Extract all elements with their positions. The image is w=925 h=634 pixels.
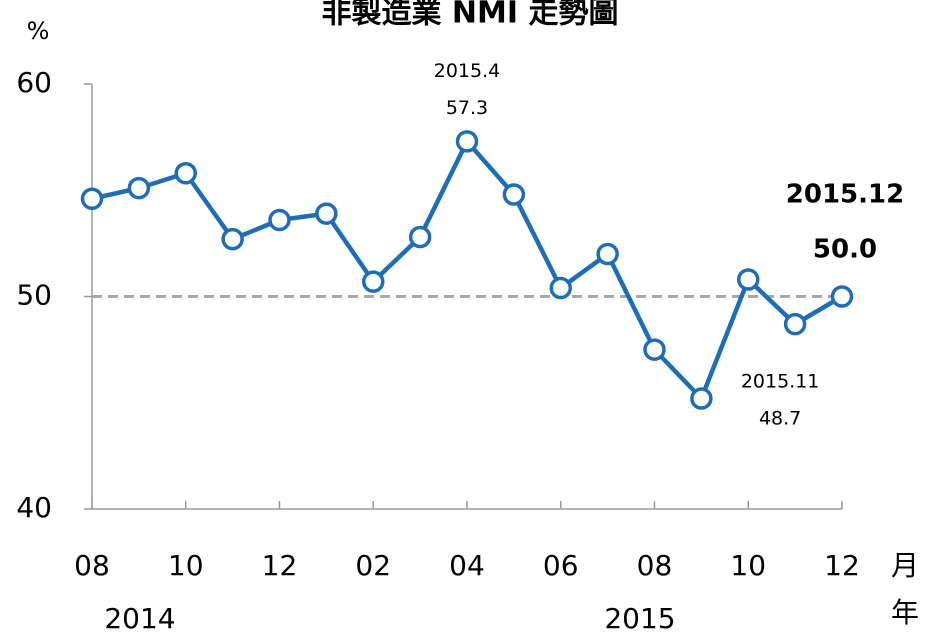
- point: [315, 202, 338, 225]
- point: [549, 276, 572, 300]
- point: [408, 225, 432, 249]
- x-tick-label: 06: [543, 549, 579, 582]
- month-unit: 月: [891, 549, 919, 582]
- point: [268, 208, 291, 232]
- value-label: 57.3: [446, 97, 488, 119]
- x-tick-label: 08: [74, 549, 110, 582]
- y-axis-label: %: [27, 17, 50, 45]
- x-tick-label: 12: [262, 549, 298, 582]
- x-tick-label: 08: [637, 549, 673, 582]
- point: [455, 130, 479, 153]
- point: [690, 387, 713, 410]
- point-label: 2015.11: [741, 371, 820, 393]
- x-tick-label: 04: [449, 549, 485, 582]
- point: [127, 176, 151, 200]
- point: [596, 242, 619, 266]
- x-tick-label: 02: [355, 549, 391, 582]
- y-tick-label: 60: [16, 66, 52, 99]
- year-unit: 年: [891, 596, 919, 629]
- point: [737, 268, 760, 291]
- point: [830, 285, 854, 308]
- point: [80, 187, 104, 210]
- year-label: 2014: [104, 602, 175, 634]
- point-label: 2015.12: [786, 180, 904, 210]
- value-label: 48.7: [759, 408, 801, 430]
- point-label: 2015.4: [434, 60, 500, 82]
- point: [502, 183, 526, 206]
- x-tick-label: 12: [824, 549, 860, 582]
- point: [783, 312, 807, 336]
- x-tick-label: 10: [730, 549, 766, 582]
- point: [174, 162, 197, 185]
- year-label: 2015: [604, 602, 675, 634]
- point: [221, 227, 244, 251]
- y-tick-label: 50: [16, 279, 52, 312]
- y-tick-label: 40: [16, 491, 52, 524]
- series-line: [91, 139, 844, 401]
- point: [643, 338, 666, 361]
- point: [362, 270, 385, 293]
- x-tick-label: 10: [168, 549, 204, 582]
- chart-title: 非製造業 NMI 走勢圖: [321, 0, 618, 31]
- value-label: 50.0: [813, 235, 877, 265]
